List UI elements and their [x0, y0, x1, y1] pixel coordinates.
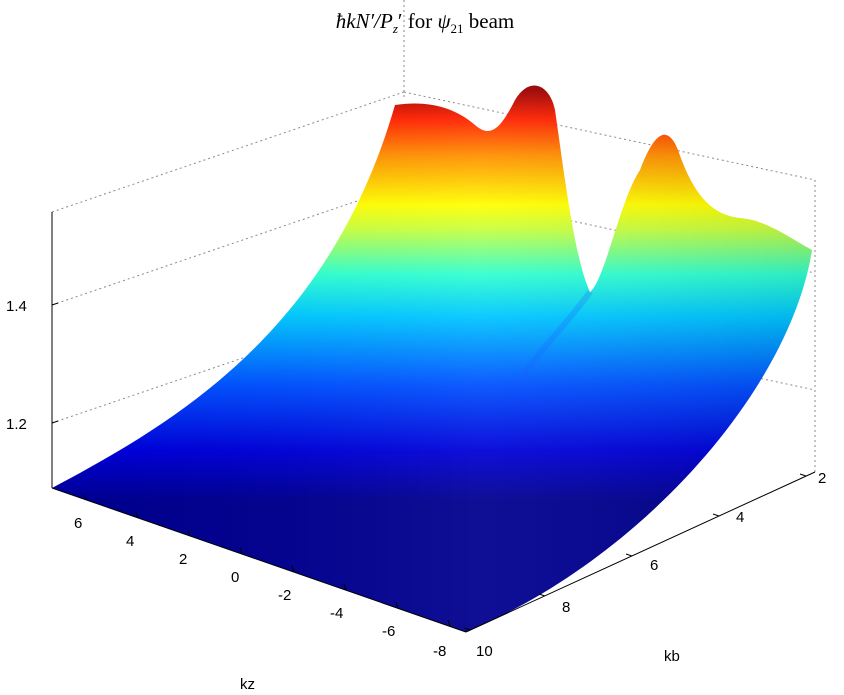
kb-tick-label: 8 — [562, 599, 570, 616]
kz-tick-mark — [83, 493, 87, 501]
kz-tick-mark — [187, 529, 191, 537]
kz-tick-mark — [447, 619, 451, 627]
grid-line — [403, 91, 816, 181]
kz-tick-label: 4 — [126, 533, 134, 550]
kz-tick-label: 6 — [74, 515, 82, 532]
axis-lines — [51, 212, 816, 633]
kz-tick-label: -2 — [278, 587, 291, 604]
kz-tick-mark — [395, 601, 399, 609]
title-psi: ψ — [437, 9, 451, 33]
z-tick-mark — [51, 302, 59, 306]
kb-tick-label: 4 — [736, 509, 744, 526]
kz-tick-mark — [135, 511, 139, 519]
title-prefix-subscript: z — [392, 21, 398, 36]
kz-tick-label: 2 — [179, 551, 187, 568]
kz-tick-label: -8 — [433, 643, 446, 660]
surface-shading — [52, 85, 812, 632]
tick-marks — [51, 302, 807, 631]
kb-axis-line — [465, 471, 816, 633]
kz-tick-label: -4 — [330, 605, 343, 622]
grid-line — [51, 184, 405, 306]
kz-tick-label: 0 — [231, 569, 239, 586]
kb-axis-label: kb — [664, 648, 680, 665]
kb-tick-mark — [463, 627, 471, 631]
kz-tick-label: -6 — [382, 623, 395, 640]
kz-axis-line — [51, 487, 467, 633]
grid-line — [51, 302, 405, 424]
title-suffix: beam — [464, 9, 515, 33]
kb-tick-mark — [712, 513, 720, 517]
kb-tick-label: 6 — [650, 557, 658, 574]
z-tick-mark — [51, 420, 59, 424]
chart-title: ħkN′/Pz′ for ψ21 beam — [336, 9, 515, 36]
kz-tick-mark — [239, 547, 243, 555]
kb-tick-label: 10 — [476, 643, 493, 660]
z-tick-label: 1.2 — [6, 416, 27, 433]
surface-crease — [517, 290, 593, 382]
title-psi-subscript: 21 — [451, 21, 464, 36]
z-tick-label: 1.4 — [6, 298, 27, 315]
grid-line — [51, 91, 405, 213]
kz-tick-mark — [291, 565, 295, 573]
kz-tick-mark — [343, 583, 347, 591]
kb-tick-mark — [538, 593, 546, 597]
kz-axis-label: kz — [240, 676, 255, 693]
kb-tick-mark — [625, 553, 633, 557]
title-prefix-tail: ′ for — [398, 9, 438, 33]
kb-tick-mark — [799, 473, 807, 477]
kb-tick-label: 2 — [818, 470, 826, 487]
title-prefix: ħkN′/P — [336, 9, 393, 33]
